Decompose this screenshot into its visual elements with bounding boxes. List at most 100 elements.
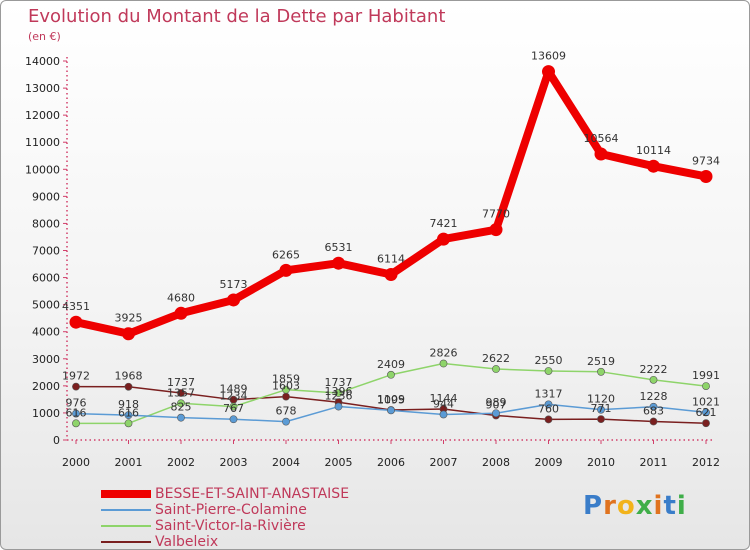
data-point	[544, 415, 553, 424]
x-tick-label: 2011	[640, 456, 668, 469]
data-point	[177, 389, 185, 397]
data-point	[544, 367, 553, 375]
data-label: 1991	[692, 369, 720, 382]
data-label: 1021	[692, 395, 720, 408]
data-point	[489, 223, 503, 237]
data-label: 918	[118, 398, 139, 411]
logo-letter: o	[616, 491, 636, 521]
data-label: 1109	[377, 393, 405, 406]
data-point	[229, 402, 238, 411]
legend-item: Saint-Victor-la-Rivière	[101, 518, 349, 534]
legend-swatch	[101, 490, 151, 498]
data-point	[282, 417, 290, 426]
data-point	[597, 367, 605, 376]
data-point	[334, 389, 343, 397]
data-label: 907	[486, 398, 507, 411]
x-tick-label: 2005	[325, 456, 353, 469]
y-tick-label: 1000	[32, 407, 60, 420]
data-label: 976	[66, 397, 87, 410]
data-point	[124, 419, 133, 428]
x-tick-label: 2009	[535, 456, 563, 469]
data-label: 1144	[430, 392, 458, 405]
logo-letter: r	[603, 491, 617, 521]
data-point	[597, 415, 605, 424]
data-point	[72, 419, 80, 428]
data-point	[334, 402, 343, 411]
data-label: 1317	[535, 387, 563, 400]
x-tick-label: 2008	[482, 456, 510, 469]
data-point	[702, 419, 710, 428]
data-label: 760	[538, 402, 559, 415]
legend-label: Saint-Pierre-Colamine	[155, 502, 307, 518]
data-label: 13609	[531, 50, 566, 63]
x-tick-label: 2001	[115, 456, 143, 469]
x-tick-label: 2004	[272, 456, 300, 469]
data-label: 5173	[220, 278, 248, 291]
data-label: 7421	[430, 217, 458, 230]
data-label: 6531	[325, 241, 353, 254]
data-label: 1095	[377, 393, 405, 406]
y-tick-label: 7000	[32, 245, 60, 258]
data-label: 944	[433, 397, 454, 410]
data-point	[387, 370, 395, 379]
y-tick-label: 2000	[32, 380, 60, 393]
y-tick-label: 6000	[32, 272, 60, 285]
chart-legend: BESSE-ET-SAINT-ANASTAISE Saint-Pierre-Col…	[101, 486, 349, 549]
data-label: 989	[486, 396, 507, 409]
y-tick-label: 12000	[25, 109, 60, 122]
data-point	[124, 411, 133, 420]
data-label: 3925	[115, 312, 143, 325]
legend-item: Valbeleix	[101, 534, 349, 549]
data-point	[387, 406, 395, 415]
data-label: 2826	[430, 346, 458, 359]
data-label: 678	[276, 405, 297, 418]
y-tick-label: 5000	[32, 299, 60, 312]
data-point	[594, 147, 608, 161]
data-point	[544, 400, 553, 409]
data-point	[282, 385, 290, 394]
data-point	[177, 399, 185, 408]
proxiti-logo: Proxiti	[583, 491, 687, 521]
data-label: 2550	[535, 354, 563, 367]
legend-swatch	[101, 541, 151, 543]
logo-letter: t	[663, 491, 677, 521]
y-tick-label: 13000	[25, 82, 60, 95]
data-label: 2622	[482, 352, 510, 365]
data-label: 10114	[636, 144, 671, 157]
data-point	[124, 382, 133, 391]
data-label: 621	[696, 406, 717, 419]
data-point	[699, 169, 713, 183]
legend-swatch	[101, 509, 151, 511]
chart-series-points	[69, 65, 713, 428]
y-tick-label: 3000	[32, 353, 60, 366]
data-label: 771	[591, 402, 612, 415]
data-point	[72, 409, 80, 418]
chart-axes: 0 1000 2000 3000 4000 5000 6000 7000 8000 9000 100…	[25, 55, 720, 469]
data-label: 2222	[640, 363, 668, 376]
data-point	[492, 409, 500, 418]
data-label: 683	[643, 405, 664, 418]
legend-swatch	[101, 525, 151, 527]
y-tick-label: 0	[53, 434, 60, 447]
data-point	[279, 263, 293, 277]
data-label: 6265	[272, 248, 300, 261]
data-label: 1396	[325, 385, 353, 398]
data-label: 1120	[587, 393, 615, 406]
data-label: 1859	[272, 373, 300, 386]
x-tick-label: 2002	[167, 456, 195, 469]
data-point	[437, 232, 450, 246]
logo-letter: i	[676, 491, 687, 521]
chart-title: Evolution du Montant de la Dette par Hab…	[28, 6, 446, 27]
data-label: 1489	[220, 383, 248, 396]
x-tick-label: 2012	[692, 456, 720, 469]
data-label: 1357	[167, 386, 195, 399]
data-point	[227, 293, 240, 307]
data-label: 6114	[377, 252, 405, 265]
data-point	[72, 382, 80, 391]
legend-item: BESSE-ET-SAINT-ANASTAISE	[101, 486, 349, 502]
legend-label: BESSE-ET-SAINT-ANASTAISE	[155, 486, 350, 502]
y-tick-label: 14000	[25, 55, 60, 68]
x-tick-label: 2003	[220, 456, 248, 469]
